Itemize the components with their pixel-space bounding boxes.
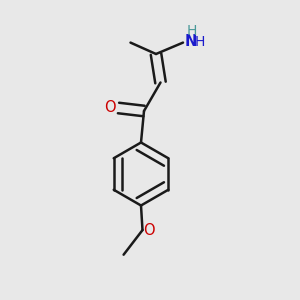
Text: O: O <box>104 100 115 115</box>
Text: H: H <box>194 35 205 49</box>
Text: O: O <box>143 223 155 238</box>
Text: H: H <box>186 24 197 38</box>
Text: N: N <box>184 34 197 50</box>
